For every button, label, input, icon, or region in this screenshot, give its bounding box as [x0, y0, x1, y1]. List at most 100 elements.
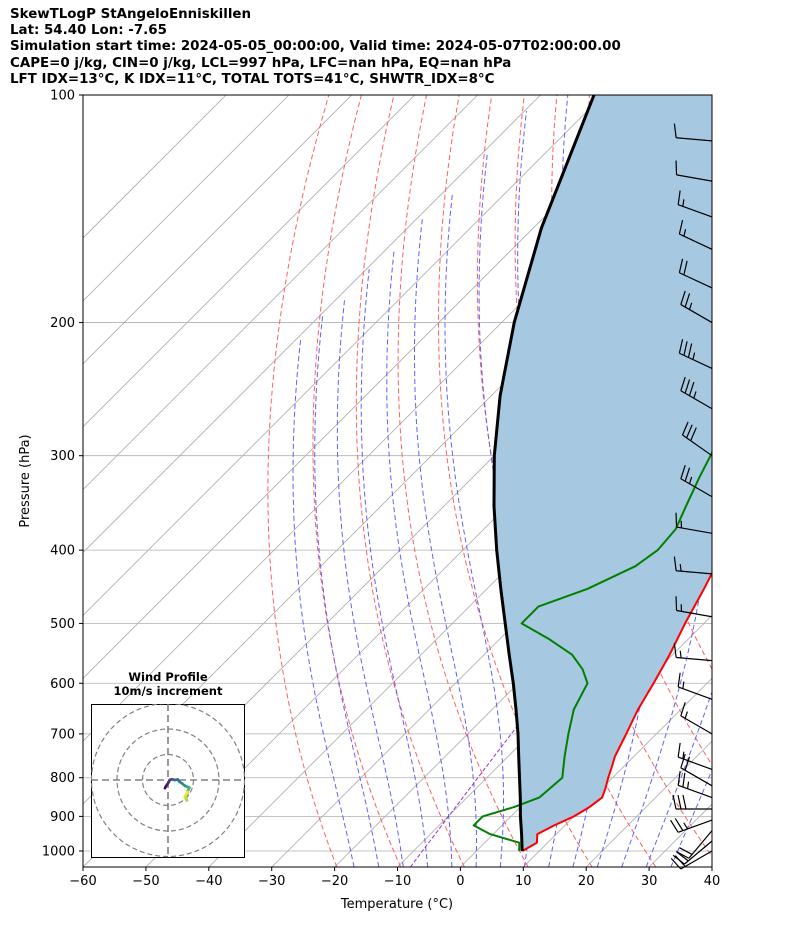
- stability-indices: LFT IDX=13°C, K IDX=11°C, TOTAL TOTS=41°…: [10, 71, 495, 87]
- wind-barb-half-feather: [688, 476, 693, 484]
- simulation-times: Simulation start time: 2024-05-05_00:00:…: [10, 39, 621, 55]
- wind-barb-feather: [675, 596, 678, 611]
- wind-barb-half-feather: [686, 781, 690, 789]
- cape-shaded-area: [494, 95, 712, 851]
- x-tick-label: 20: [578, 874, 595, 889]
- dry-adiabat-line: [720, 95, 794, 867]
- wind-barb-feather: [682, 772, 686, 788]
- wind-barb: [672, 794, 712, 810]
- station-title: SkewTLogP StAngeloEnniskillen: [10, 7, 252, 22]
- x-tick-label: −50: [132, 874, 159, 889]
- wind-barb-staff: [679, 352, 713, 370]
- wind-barb-feather: [675, 512, 678, 528]
- dry-adiabat-line: [514, 95, 712, 858]
- wind-barb-staff: [676, 609, 713, 618]
- wind-barb-staff: [679, 233, 713, 250]
- wind-barb: [678, 339, 713, 370]
- wind-barb-feather: [690, 427, 697, 442]
- wind-barb-half-feather: [679, 650, 682, 658]
- dry-adiabat-line: [785, 95, 794, 867]
- hodograph-trace: [163, 777, 191, 802]
- wind-barb-feather: [684, 467, 691, 482]
- wind-barb-staff: [684, 840, 713, 865]
- wind-barb-staff: [677, 686, 713, 700]
- wind-barb: [680, 290, 713, 324]
- wind-barb: [673, 123, 713, 142]
- x-tick-label: −20: [321, 874, 348, 889]
- moist-adiabat-line: [292, 338, 355, 867]
- wind-barb-feather: [672, 794, 677, 810]
- x-tick-label: −10: [384, 874, 411, 889]
- wind-barb-staff: [680, 767, 713, 787]
- isotherm-line: [83, 95, 227, 239]
- y-tick-label: 200: [50, 316, 75, 331]
- wind-barb-feather: [681, 421, 689, 436]
- dry-adiabat-line: [355, 95, 465, 867]
- y-tick-label: 900: [50, 810, 75, 825]
- wind-barb: [675, 596, 713, 618]
- wind-barb-feather: [678, 339, 684, 354]
- isotherm-line: [334, 489, 712, 867]
- wind-barb: [673, 643, 713, 662]
- isotherm-line: [83, 95, 667, 679]
- wind-barb-staff: [676, 137, 713, 142]
- y-tick-label: 500: [50, 617, 75, 632]
- wind-barb: [680, 754, 713, 787]
- wind-barb-half-feather: [682, 199, 685, 207]
- wind-barb-feather: [670, 857, 682, 870]
- hodograph-segment: [184, 790, 189, 797]
- wind-barb-feather: [677, 794, 682, 810]
- y-tick-label: 100: [50, 89, 75, 104]
- wind-barb-half-feather: [682, 681, 685, 689]
- moist-adiabat-line: [414, 216, 477, 867]
- wind-barb-staff: [676, 174, 713, 182]
- wind-barb-staff: [688, 830, 713, 859]
- wind-barb-staff: [676, 656, 713, 662]
- wind-barb-staff: [682, 434, 713, 457]
- wind-barb: [675, 830, 713, 859]
- dewpoint-profile: [472, 450, 712, 852]
- x-tick-label: −60: [69, 874, 96, 889]
- x-tick-label: 40: [704, 874, 721, 889]
- wind-barb-feather: [677, 190, 681, 205]
- wind-barb-feather: [683, 341, 688, 356]
- wind-barb-feather: [680, 754, 686, 769]
- x-axis-ticks: −60 −50 −40 −30 −20 −10 0 10 20 30 40: [69, 867, 720, 889]
- station-coordinates: Lat: 54.40 Lon: -7.65: [10, 23, 167, 39]
- wind-barb: [680, 464, 713, 498]
- wind-barb-feather: [674, 818, 684, 831]
- sounding-profiles: [472, 95, 712, 852]
- isotherm-line: [83, 95, 415, 428]
- wind-barb-feather: [686, 424, 693, 439]
- wind-barb-feather: [677, 742, 681, 758]
- x-tick-label: 0: [456, 874, 464, 889]
- moist-adiabat-line: [360, 269, 429, 867]
- wind-barb: [677, 672, 713, 700]
- wind-barb-feather: [680, 290, 686, 305]
- wind-barb-feather: [680, 376, 686, 391]
- isotherm-line: [83, 95, 604, 616]
- wind-barb-feather: [672, 854, 685, 865]
- wind-barb-feather: [675, 160, 678, 175]
- dry-adiabat-line: [752, 95, 794, 867]
- isotherm-line: [83, 95, 353, 365]
- x-tick-label: −30: [258, 874, 285, 889]
- wind-barb-feather: [688, 381, 695, 396]
- wind-barb-staff: [677, 756, 713, 770]
- wind-barb-staff: [677, 204, 713, 218]
- wind-barb: [680, 702, 713, 735]
- wind-barbs: [670, 123, 713, 870]
- moist-adiabat-line: [314, 314, 380, 867]
- wind-barb-feather: [680, 702, 686, 717]
- y-tick-label: 300: [50, 449, 75, 464]
- wind-barb-feather: [678, 258, 684, 273]
- wind-barb-feather: [679, 847, 693, 855]
- wind-barb: [680, 376, 713, 410]
- wind-barb-half-feather: [683, 229, 687, 237]
- hodograph-ring: [91, 704, 245, 858]
- wind-barb-feather: [675, 851, 690, 859]
- dry-adiabat-line: [397, 95, 529, 867]
- parcel-profile: [492, 95, 596, 852]
- wind-barb-staff: [677, 784, 713, 799]
- hodograph-subtitle: 10m/s increment: [113, 684, 223, 698]
